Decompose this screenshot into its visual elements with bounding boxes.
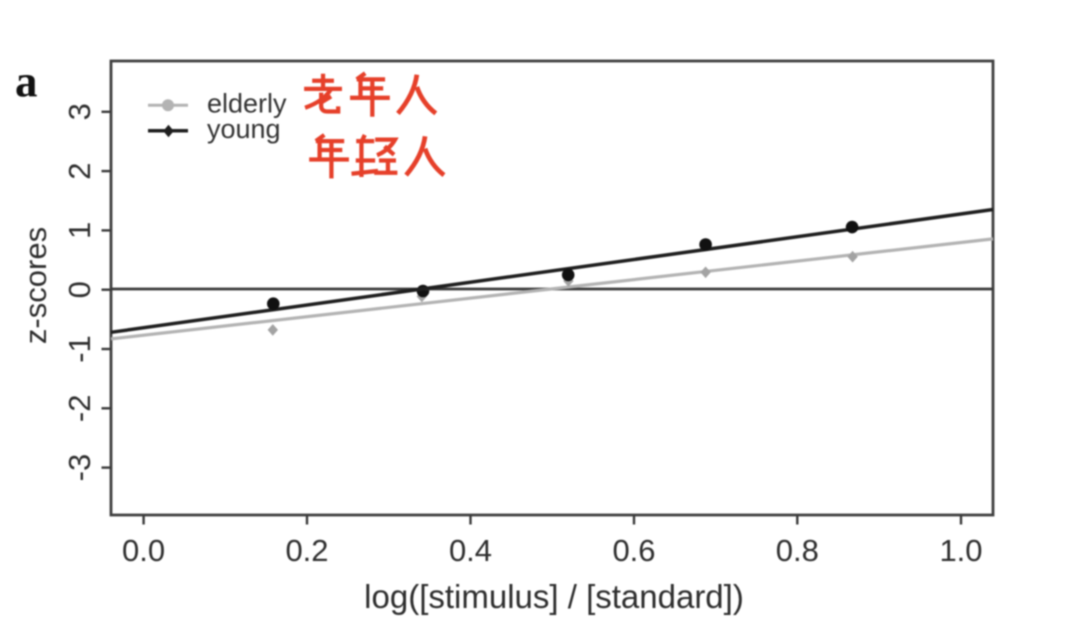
svg-text:0.0: 0.0 (122, 533, 165, 568)
svg-text:log([stimulus] / [standard]): log([stimulus] / [standard]) (364, 578, 744, 615)
svg-text:a: a (15, 57, 38, 107)
svg-text:1: 1 (62, 222, 97, 239)
svg-text:z-scores: z-scores (18, 227, 53, 344)
svg-text:young: young (207, 114, 281, 144)
svg-text:-3: -3 (62, 454, 97, 482)
svg-text:elderly: elderly (207, 89, 287, 119)
svg-text:-1: -1 (62, 335, 97, 363)
svg-text:0.2: 0.2 (285, 533, 328, 568)
svg-text:3: 3 (62, 103, 97, 120)
svg-text:2: 2 (62, 162, 97, 179)
svg-text:0: 0 (62, 281, 97, 298)
svg-text:-2: -2 (62, 395, 97, 423)
svg-text:0.4: 0.4 (449, 533, 492, 568)
svg-text:1.0: 1.0 (939, 533, 982, 568)
svg-text:0.8: 0.8 (776, 533, 819, 568)
svg-text:0.6: 0.6 (612, 533, 655, 568)
